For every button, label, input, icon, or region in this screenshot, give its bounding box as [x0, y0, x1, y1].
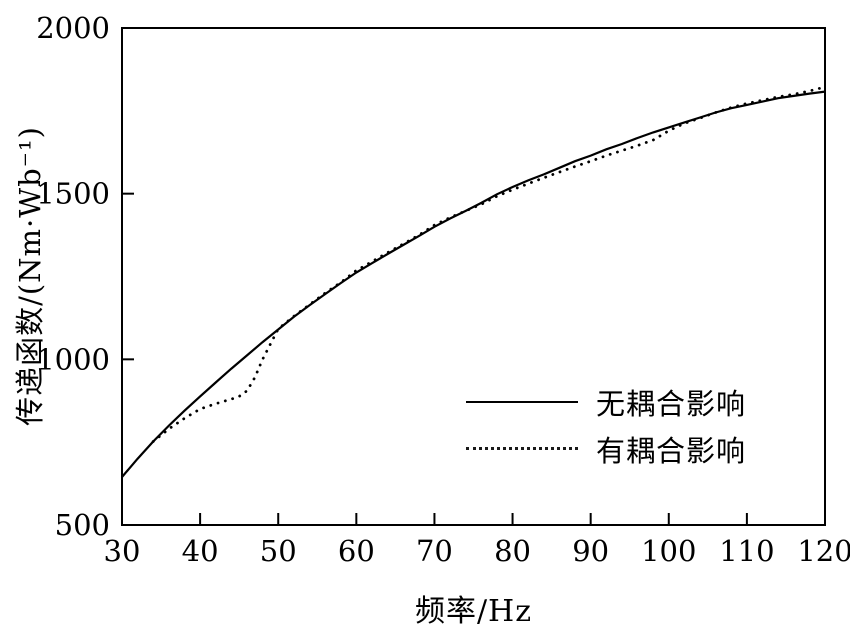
solid-line-swatch-icon	[466, 400, 578, 403]
x-tick-label: 60	[338, 534, 375, 568]
y-tick-label: 500	[55, 508, 110, 542]
x-tick-label: 30	[104, 534, 141, 568]
legend-label: 无耦合影响	[596, 386, 747, 421]
legend-item-no-coupling: 无耦合影响	[466, 378, 746, 425]
x-tick-label: 40	[182, 534, 219, 568]
y-tick-label: 2000	[36, 11, 110, 45]
y-tick-label: 1000	[36, 342, 110, 376]
x-tick-label: 70	[416, 534, 453, 568]
x-tick-label: 80	[494, 534, 531, 568]
legend: 无耦合影响 有耦合影响	[466, 378, 746, 472]
x-tick-label: 90	[572, 534, 609, 568]
y-axis-label: 传递函数/(Nm·Wb⁻¹)	[13, 126, 47, 426]
dotted-line-swatch-icon	[466, 447, 578, 450]
legend-item-with-coupling: 有耦合影响	[466, 425, 746, 472]
legend-label: 有耦合影响	[596, 433, 747, 468]
x-tick-label: 110	[719, 534, 774, 568]
x-tick-label: 50	[260, 534, 297, 568]
x-tick-label: 100	[641, 534, 696, 568]
series-line-dotted	[151, 85, 827, 443]
plot-frame	[121, 27, 826, 526]
y-tick-label: 1500	[36, 177, 110, 211]
x-tick-label: 120	[797, 534, 850, 568]
x-axis-label: 频率/Hz	[414, 594, 533, 629]
